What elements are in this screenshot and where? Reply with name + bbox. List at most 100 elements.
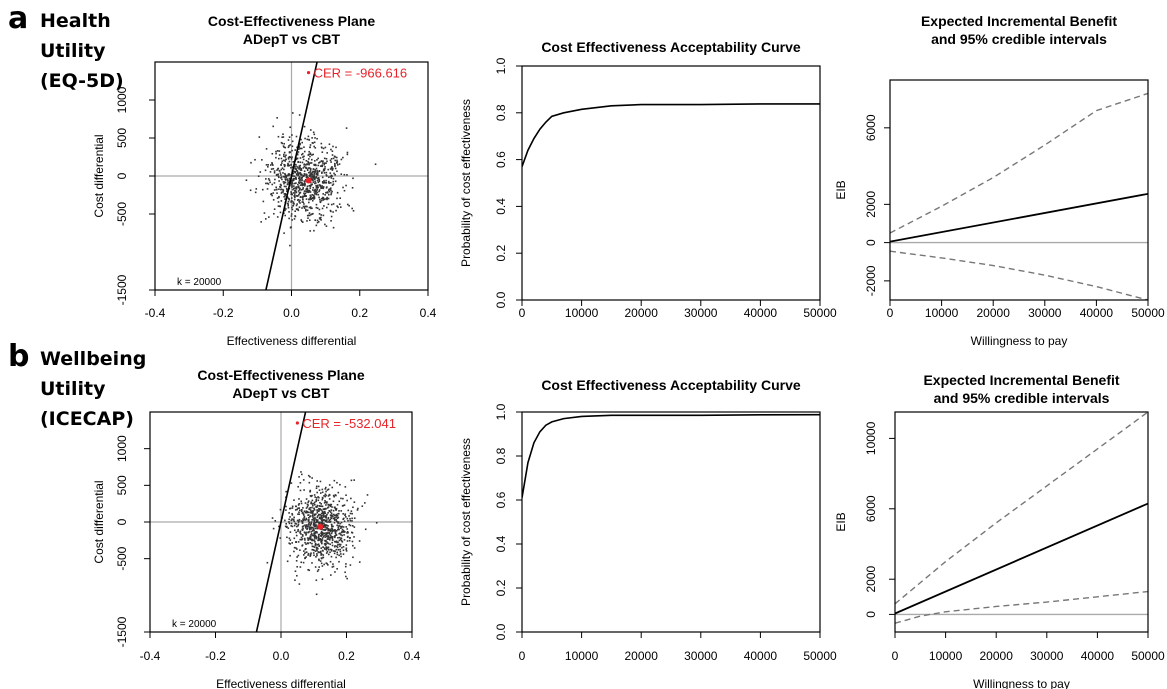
scatter-point [280,168,283,171]
scatter-point [334,180,337,183]
y-tick-label: 1000 [115,86,129,113]
scatter-point [296,153,299,156]
scatter-point [288,518,290,521]
y-tick-label: 6000 [864,495,878,522]
scatter-point [329,168,332,170]
scatter-point [280,174,282,176]
scatter-point [330,189,332,192]
scatter-point [301,529,304,531]
scatter-point [288,522,291,525]
scatter-point [309,198,311,201]
scatter-point [291,184,293,187]
scatter-point [328,519,331,522]
scatter-point [310,522,313,525]
scatter-point [281,178,283,181]
scatter-point [334,162,336,165]
scatter-point [336,551,339,554]
scatter-point [303,206,306,208]
scatter-point [304,524,306,527]
scatter-point [327,538,330,540]
scatter-point [267,164,269,166]
wtp-threshold-line [265,62,318,290]
scatter-point [297,161,299,164]
scatter-point [287,173,290,176]
scatter-point [308,219,311,222]
scatter-point [316,509,318,511]
scatter-point [287,146,290,149]
scatter-point [338,554,340,557]
scatter-point [307,189,310,192]
scatter-point [254,158,256,161]
scatter-point [319,505,321,507]
scatter-point [282,133,284,135]
scatter-point [331,566,334,568]
scatter-point [339,525,342,528]
scatter-point [316,187,318,189]
y-tick-label: 0.0 [494,291,508,308]
scatter-point [311,538,314,541]
scatter-point [288,537,291,540]
scatter-point [339,483,341,486]
scatter-point [342,549,345,552]
scatter-point [324,167,326,170]
scatter-point [282,175,285,178]
scatter-point [313,522,315,525]
scatter-point [338,163,341,165]
scatter-point [351,517,353,520]
scatter-point [301,161,304,164]
scatter-point [327,168,330,171]
scatter-point [318,551,321,554]
scatter-point [310,526,313,529]
scatter-point [308,163,310,166]
scatter-point [288,512,290,514]
scatter-point [335,494,337,497]
scatter-point [317,485,320,488]
scatter-point [313,177,316,179]
scatter-point [297,504,300,506]
scatter-point [321,505,324,508]
scatter-point [314,496,317,498]
scatter-point [302,198,304,201]
scatter-point [307,552,310,555]
scatter-point [293,203,295,205]
scatter-point [352,544,354,547]
scatter-point [325,225,328,227]
scatter-point [347,531,349,534]
y-tick-label: 0.8 [494,104,508,121]
scatter-point [259,171,262,173]
scatter-point [318,510,320,512]
scatter-point [309,535,312,538]
scatter-point [333,529,336,532]
x-tick-label: 0 [519,649,526,663]
y-tick-label: 500 [115,128,129,148]
scatter-point [308,522,310,525]
scatter-point [311,183,313,185]
scatter-point [293,185,295,187]
scatter-point [325,486,327,489]
scatter-point [331,506,333,508]
scatter-point [290,201,292,203]
scatter-point [335,209,337,212]
scatter-point [319,198,321,201]
scatter-point [305,511,308,514]
scatter-point [274,178,276,181]
scatter-point [322,546,324,549]
scatter-point [330,549,333,551]
scatter-point [306,537,309,539]
scatter-point [314,525,316,527]
scatter-point [294,187,296,189]
scatter-point [278,188,280,190]
scatter-point [298,511,300,514]
scatter-point [290,525,293,527]
scatter-point [290,158,293,160]
scatter-point [300,536,303,539]
scatter-point [298,146,301,149]
x-tick-label: -0.4 [145,306,166,320]
scatter-point [260,221,262,223]
scatter-point [330,515,333,517]
scatter-point [294,171,296,174]
scatter-point [312,186,315,189]
scatter-point [309,152,312,155]
scatter-point [340,555,342,558]
